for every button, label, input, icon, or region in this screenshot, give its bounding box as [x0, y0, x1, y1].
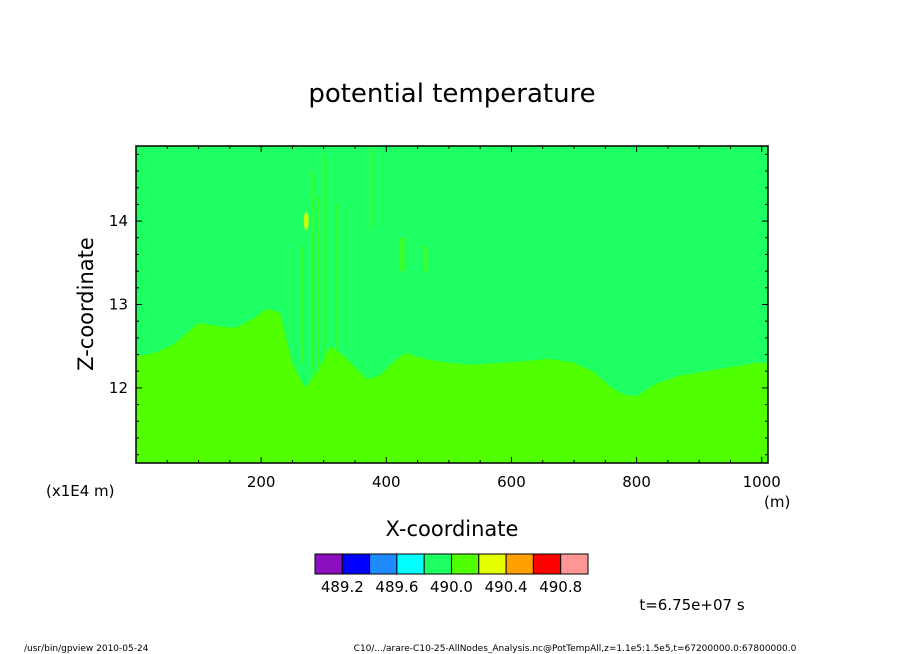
y-axis-label: Z-coordinate [74, 237, 98, 371]
y-tick-label: 12 [109, 379, 128, 397]
warm-anomaly-spot [303, 212, 309, 231]
x-tick-label: 400 [372, 473, 401, 491]
colorbar-cell [560, 553, 589, 575]
footer-source: C10/.../arare-C10-25-AllNodes_Analysis.n… [354, 644, 797, 654]
footer-program: /usr/bin/gpview 2010-05-24 [24, 644, 149, 654]
colorbar-cell [341, 553, 371, 575]
y-tick-label: 13 [109, 296, 128, 314]
x-axis-ticks: 200 400 600 800 1000 [166, 146, 781, 491]
x-tick-label: 1000 [743, 473, 781, 491]
vertical-disturbance-features [301, 146, 428, 397]
y-scale-note: (x1E4 m) [46, 482, 115, 500]
disturbance-streak [311, 171, 315, 388]
disturbance-streak [398, 237, 405, 272]
colorbar-cell [532, 553, 562, 575]
disturbance-streak [301, 246, 304, 363]
colorbar-cell [369, 553, 398, 575]
colorbar-cell [505, 553, 534, 575]
time-label: t=6.75e+07 s [639, 596, 745, 614]
disturbance-streak [317, 196, 320, 397]
lower-region-fill [136, 308, 768, 463]
colorbar-cell [423, 553, 453, 575]
colorbar-cell [314, 553, 343, 575]
x-tick-label: 800 [622, 473, 651, 491]
y-tick-label: 14 [109, 212, 128, 230]
colorbar-cell [396, 553, 425, 575]
x-unit-label: (m) [764, 493, 790, 511]
colorbar-label: 489.2 [321, 578, 364, 596]
x-tick-label: 600 [497, 473, 526, 491]
colorbar-label: 490.8 [539, 578, 582, 596]
x-tick-label: 200 [247, 473, 276, 491]
disturbance-streak [323, 154, 326, 380]
disturbance-streak [336, 204, 339, 355]
disturbance-streak [423, 246, 428, 272]
chart-title: potential temperature [308, 79, 595, 109]
colorbar-cell [451, 553, 480, 575]
y-axis-ticks: 12 13 14 [109, 153, 768, 456]
colorbar-labels: 489.2 489.6 490.0 490.4 490.8 [321, 578, 582, 596]
plot-area [135, 145, 769, 464]
disturbance-streak [370, 146, 373, 230]
colorbar-label: 490.4 [485, 578, 528, 596]
colorbar-cell [478, 553, 507, 575]
colorbar-label: 489.6 [375, 578, 418, 596]
x-axis-label: X-coordinate [386, 517, 519, 541]
colorbar-label: 490.0 [430, 578, 473, 596]
colorbar [314, 553, 589, 575]
